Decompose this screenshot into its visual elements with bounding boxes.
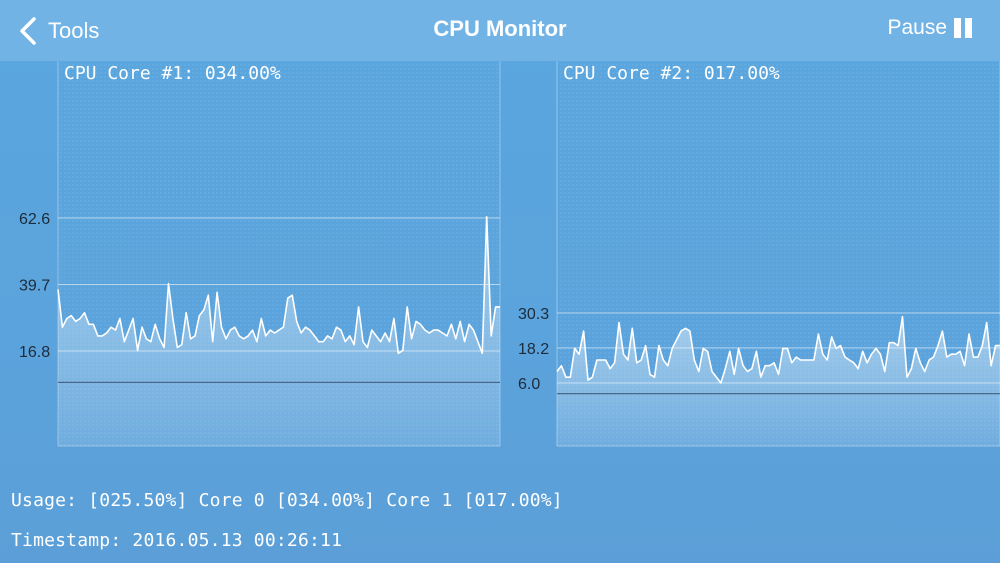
y-tick-label: 16.8	[19, 344, 50, 361]
pause-button[interactable]: Pause	[887, 16, 972, 40]
pause-icon	[954, 18, 972, 38]
cpu-usage-area	[58, 216, 500, 446]
cpu-core-chart-1: 62.6 39.7 16.8 CPU Core #1: 034.00%	[19, 61, 501, 447]
y-tick-label: 18.2	[518, 341, 549, 358]
cpu-usage-area	[557, 316, 1000, 446]
cpu-usage-line	[556, 315, 1000, 384]
y-tick-label: 62.6	[19, 211, 50, 228]
cpu-usage-line	[57, 216, 500, 355]
back-button[interactable]: Tools	[14, 14, 99, 48]
back-button-label: Tools	[48, 18, 100, 43]
y-tick-label: 30.3	[518, 306, 549, 323]
core-title: CPU Core #2: 017.00%	[563, 63, 780, 84]
pause-button-label: Pause	[887, 16, 947, 39]
core-title: CPU Core #1: 034.00%	[64, 63, 281, 84]
chevron-left-icon	[20, 17, 36, 45]
timestamp: Timestamp: 2016.05.13 00:26:11	[11, 530, 343, 551]
usage-summary: Usage: [025.50%] Core 0 [034.00%] Core 1…	[11, 490, 563, 511]
cpu-core-chart-2: 30.3 18.2 6.0 CPU Core #2: 017.00%	[518, 61, 1000, 447]
page-title: CPU Monitor	[433, 16, 567, 41]
navigation-bar: Tools CPU Monitor Pause	[0, 0, 1000, 61]
y-tick-label: 6.0	[518, 376, 540, 393]
y-tick-label: 39.7	[19, 278, 50, 295]
